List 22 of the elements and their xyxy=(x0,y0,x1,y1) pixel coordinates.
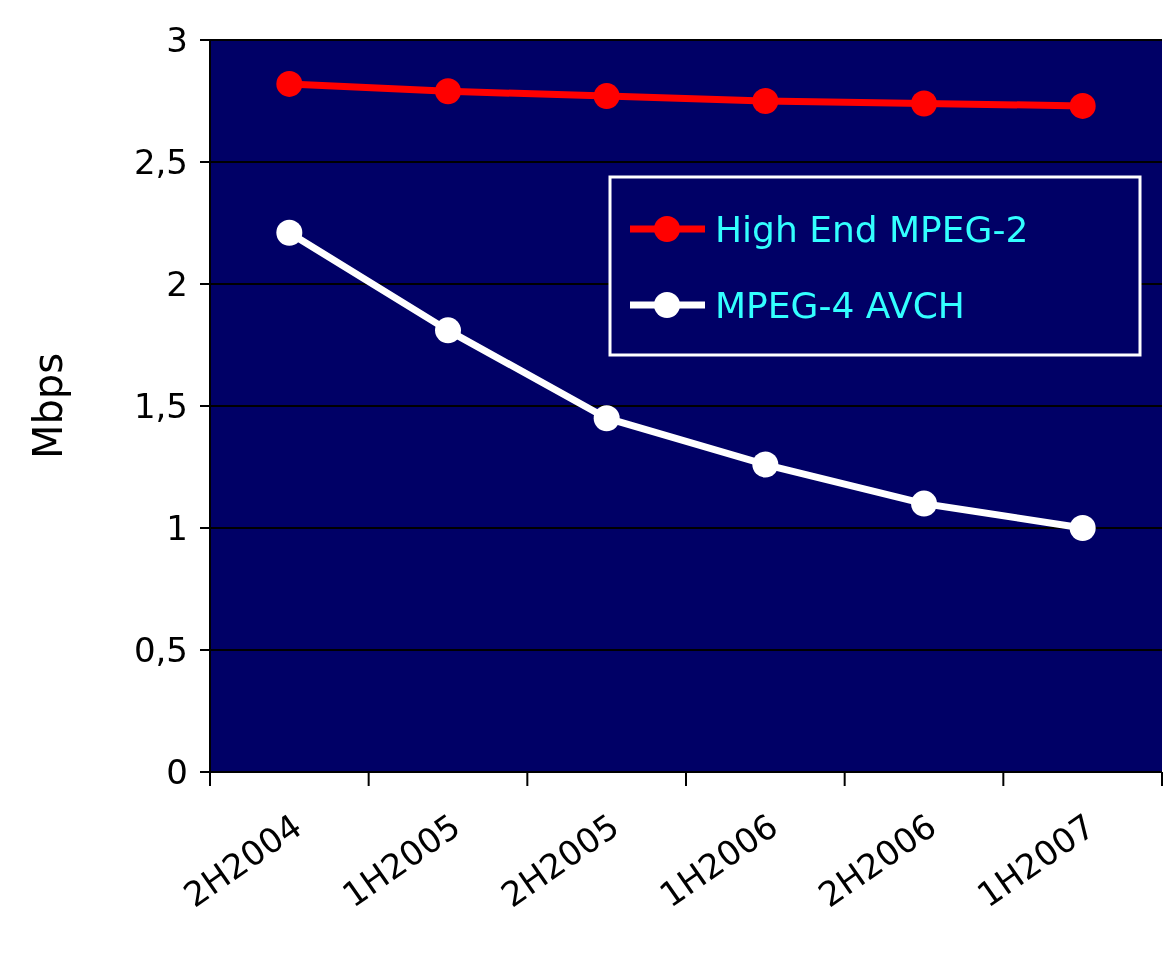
y-tick-label: 0 xyxy=(166,751,188,792)
y-tick-label: 1,5 xyxy=(133,385,188,426)
legend-label: MPEG-4 AVCH xyxy=(715,284,965,326)
y-tick-label: 3 xyxy=(166,19,188,60)
point xyxy=(1069,515,1096,541)
y-axis-title: Mbps xyxy=(25,352,71,460)
point xyxy=(752,88,779,114)
point xyxy=(435,78,461,105)
point xyxy=(276,219,303,246)
y-tick-label: 2,5 xyxy=(133,141,188,182)
point xyxy=(911,90,937,117)
point xyxy=(435,317,461,344)
point xyxy=(593,83,620,110)
point xyxy=(276,70,303,97)
y-tick-label: 1 xyxy=(166,507,188,548)
point xyxy=(911,490,937,517)
point xyxy=(1069,92,1096,119)
point xyxy=(752,451,779,478)
y-tick-label: 2 xyxy=(166,263,188,304)
legend-label: High End MPEG-2 xyxy=(715,208,1029,250)
y-tick-label: 0,5 xyxy=(133,629,188,670)
point xyxy=(593,405,620,432)
